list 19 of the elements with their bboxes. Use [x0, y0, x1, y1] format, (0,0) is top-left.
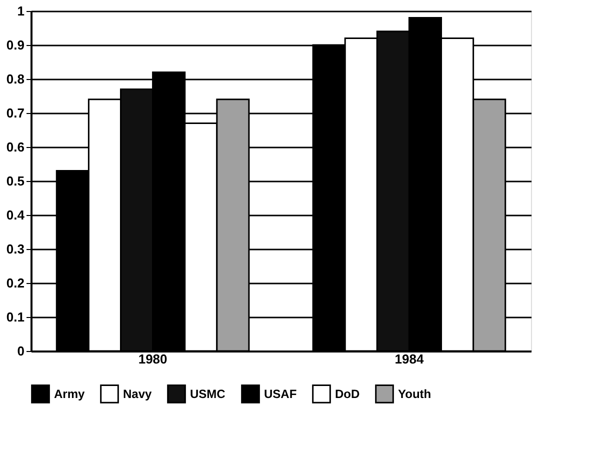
x-tick-label: 1980	[138, 352, 168, 366]
legend-label: Navy	[123, 386, 152, 401]
y-tick-label: 0.7	[6, 106, 24, 120]
legend-label: Army	[54, 386, 86, 401]
legend-label: USMC	[190, 386, 226, 401]
y-tick-label: 1	[17, 4, 24, 18]
y-tick-label: 0.8	[6, 72, 24, 86]
legend-label: USAF	[264, 386, 297, 401]
y-tick-label: 0.3	[6, 242, 24, 256]
y-tick-label: 0.4	[6, 208, 26, 222]
y-tick-label: 0	[17, 344, 24, 358]
y-tick-label: 0.5	[6, 174, 24, 188]
y-tick-label: 0.9	[6, 38, 24, 52]
x-tick-label: 1984	[394, 352, 424, 366]
y-tick-label: 0.2	[6, 276, 24, 290]
y-tick-label: 0.6	[6, 140, 24, 154]
y-tick-label: 0.1	[6, 310, 24, 324]
legend-label: DoD	[335, 386, 360, 401]
legend-label: Youth	[398, 386, 432, 401]
